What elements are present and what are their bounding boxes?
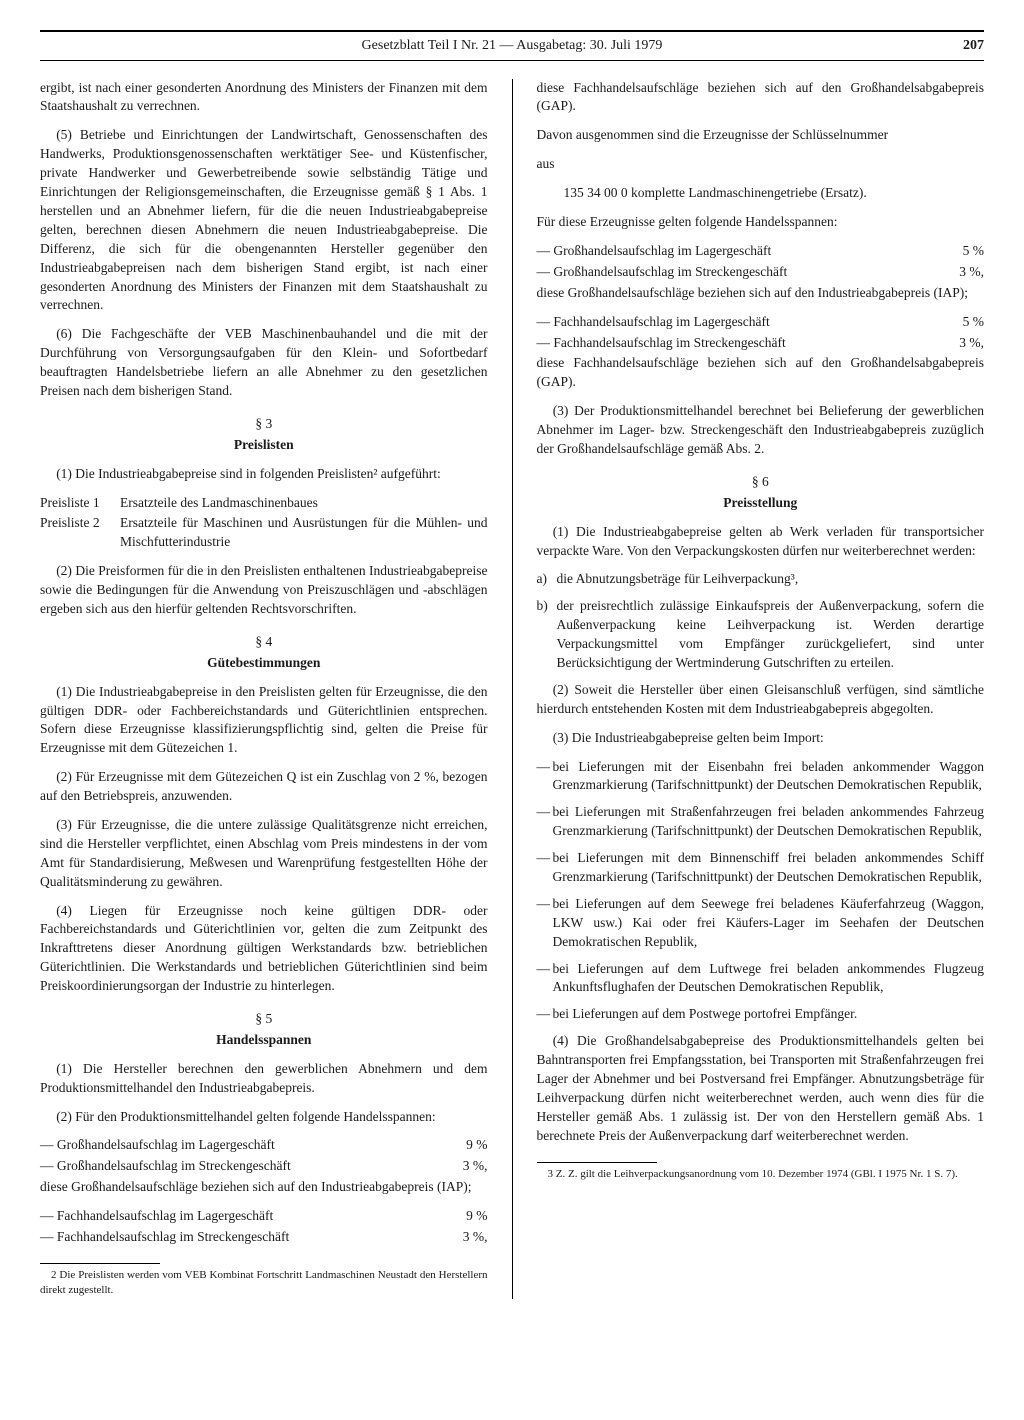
paragraph: Davon ausgenommen sind die Erzeugnisse d… xyxy=(537,126,985,145)
footnote-rule xyxy=(40,1263,160,1264)
dash-item: — bei Lieferungen mit dem Binnenschiff f… xyxy=(537,849,985,887)
dash-item: — bei Lieferungen mit Straßenfahrzeugen … xyxy=(537,803,985,841)
percent-value: 3 %, xyxy=(438,1228,488,1247)
percent-label: — Großhandelsaufschlag im Streckengeschä… xyxy=(537,263,935,282)
paragraph: (3) Der Produktionsmittelhandel berechne… xyxy=(537,402,985,459)
preisliste-body: Ersatzteile des Landmaschinenbaues xyxy=(120,494,488,513)
percent-label: — Fachhandelsaufschlag im Streckengeschä… xyxy=(537,334,935,353)
percent-row: — Fachhandelsaufschlag im Lagergeschäft … xyxy=(537,313,985,332)
preisliste-row: Preisliste 2 Ersatzteile für Maschinen u… xyxy=(40,514,488,552)
letter-marker: a) xyxy=(537,570,557,589)
dash-item: — bei Lieferungen auf dem Luftwege frei … xyxy=(537,960,985,998)
paragraph: diese Großhandelsaufschläge beziehen sic… xyxy=(537,284,985,303)
section-number: § 5 xyxy=(40,1010,488,1029)
percent-value: 5 % xyxy=(934,242,984,261)
preisliste-body: Ersatzteile für Maschinen und Ausrüstung… xyxy=(120,514,488,552)
paragraph: (1) Die Hersteller berechnen den gewerbl… xyxy=(40,1060,488,1098)
percent-row: — Großhandelsaufschlag im Lagergeschäft … xyxy=(537,242,985,261)
dash-body: bei Lieferungen auf dem Postwege portofr… xyxy=(553,1005,985,1024)
paragraph: diese Fachhandelsaufschläge beziehen sic… xyxy=(537,354,985,392)
paragraph: (1) Die Industrieabgabepreise in den Pre… xyxy=(40,683,488,759)
preisliste-label: Preisliste 1 xyxy=(40,494,120,513)
right-column: diese Fachhandelsaufschläge beziehen sic… xyxy=(537,79,985,1299)
letter-marker: b) xyxy=(537,597,557,673)
percent-row: — Fachhandelsaufschlag im Streckengeschä… xyxy=(40,1228,488,1247)
paragraph: (2) Für Erzeugnisse mit dem Gütezeichen … xyxy=(40,768,488,806)
footnote-rule xyxy=(537,1162,657,1163)
dash-marker: — xyxy=(537,758,553,796)
paragraph: (3) Die Industrieabgabepreise gelten bei… xyxy=(537,729,985,748)
left-column: ergibt, ist nach einer gesonderten Anord… xyxy=(40,79,488,1299)
percent-value: 3 %, xyxy=(934,263,984,282)
dash-body: bei Lieferungen auf dem Seewege frei bel… xyxy=(553,895,985,952)
section-title: Handelsspannen xyxy=(40,1031,488,1050)
paragraph: (2) Soweit die Hersteller über einen Gle… xyxy=(537,681,985,719)
section-title: Gütebestimmungen xyxy=(40,654,488,673)
paragraph: (2) Für den Produktionsmittelhandel gelt… xyxy=(40,1108,488,1127)
dash-marker: — xyxy=(537,849,553,887)
percent-value: 3 %, xyxy=(934,334,984,353)
dash-body: bei Lieferungen auf dem Luftwege frei be… xyxy=(553,960,985,998)
percent-label: — Großhandelsaufschlag im Streckengeschä… xyxy=(40,1157,438,1176)
paragraph: diese Großhandelsaufschläge beziehen sic… xyxy=(40,1178,488,1197)
paragraph: (4) Die Großhandelsabgabepreise des Prod… xyxy=(537,1032,985,1145)
percent-row: — Großhandelsaufschlag im Lagergeschäft … xyxy=(40,1136,488,1155)
dash-marker: — xyxy=(537,960,553,998)
percent-row: — Fachhandelsaufschlag im Streckengeschä… xyxy=(537,334,985,353)
footnote: 2 Die Preislisten werden vom VEB Kombina… xyxy=(40,1268,488,1299)
dash-marker: — xyxy=(537,803,553,841)
letter-item: a) die Abnutzungsbeträge für Leihverpack… xyxy=(537,570,985,589)
page-header: Gesetzblatt Teil I Nr. 21 — Ausgabetag: … xyxy=(40,30,984,61)
percent-row: — Fachhandelsaufschlag im Lagergeschäft … xyxy=(40,1207,488,1226)
paragraph: (3) Für Erzeugnisse, die die untere zulä… xyxy=(40,816,488,892)
column-divider xyxy=(512,79,513,1299)
letter-item: b) der preisrechtlich zulässige Einkaufs… xyxy=(537,597,985,673)
dash-marker: — xyxy=(537,1005,553,1024)
section-number: § 3 xyxy=(40,415,488,434)
paragraph: diese Fachhandelsaufschläge beziehen sic… xyxy=(537,79,985,117)
dash-body: bei Lieferungen mit der Eisenbahn frei b… xyxy=(553,758,985,796)
paragraph: Für diese Erzeugnisse gelten folgende Ha… xyxy=(537,213,985,232)
paragraph: 135 34 00 0 komplette Landmaschinengetri… xyxy=(564,184,985,203)
preisliste-label: Preisliste 2 xyxy=(40,514,120,552)
paragraph: (2) Die Preisformen für die in den Preis… xyxy=(40,562,488,619)
percent-label: — Großhandelsaufschlag im Lagergeschäft xyxy=(537,242,935,261)
paragraph: (1) Die Industrieabgabepreise sind in fo… xyxy=(40,465,488,484)
section-title: Preislisten xyxy=(40,436,488,455)
dash-item: — bei Lieferungen auf dem Seewege frei b… xyxy=(537,895,985,952)
percent-label: — Fachhandelsaufschlag im Lagergeschäft xyxy=(537,313,935,332)
header-text: Gesetzblatt Teil I Nr. 21 — Ausgabetag: … xyxy=(362,38,663,53)
paragraph: (5) Betriebe und Einrichtungen der Landw… xyxy=(40,126,488,315)
paragraph: (6) Die Fachgeschäfte der VEB Maschinenb… xyxy=(40,325,488,401)
letter-body: der preisrechtlich zulässige Einkaufspre… xyxy=(557,597,985,673)
dash-body: bei Lieferungen mit Straßenfahrzeugen fr… xyxy=(553,803,985,841)
percent-label: — Fachhandelsaufschlag im Streckengeschä… xyxy=(40,1228,438,1247)
percent-row: — Großhandelsaufschlag im Streckengeschä… xyxy=(537,263,985,282)
dash-item: — bei Lieferungen mit der Eisenbahn frei… xyxy=(537,758,985,796)
paragraph: ergibt, ist nach einer gesonderten Anord… xyxy=(40,79,488,117)
page-number: 207 xyxy=(963,36,984,56)
dash-marker: — xyxy=(537,895,553,952)
dash-body: bei Lieferungen mit dem Binnenschiff fre… xyxy=(553,849,985,887)
letter-body: die Abnutzungsbeträge für Leihverpackung… xyxy=(557,570,985,589)
percent-value: 9 % xyxy=(438,1136,488,1155)
percent-label: — Fachhandelsaufschlag im Lagergeschäft xyxy=(40,1207,438,1226)
section-title: Preisstellung xyxy=(537,494,985,513)
paragraph: (4) Liegen für Erzeugnisse noch keine gü… xyxy=(40,902,488,996)
percent-label: — Großhandelsaufschlag im Lagergeschäft xyxy=(40,1136,438,1155)
percent-value: 3 %, xyxy=(438,1157,488,1176)
percent-row: — Großhandelsaufschlag im Streckengeschä… xyxy=(40,1157,488,1176)
section-number: § 4 xyxy=(40,633,488,652)
footnote: 3 Z. Z. gilt die Leihverpackungsanordnun… xyxy=(537,1167,985,1182)
paragraph: (1) Die Industrieabgabepreise gelten ab … xyxy=(537,523,985,561)
preisliste-row: Preisliste 1 Ersatzteile des Landmaschin… xyxy=(40,494,488,513)
paragraph: aus xyxy=(537,155,985,174)
dash-item: — bei Lieferungen auf dem Postwege porto… xyxy=(537,1005,985,1024)
two-column-layout: ergibt, ist nach einer gesonderten Anord… xyxy=(40,79,984,1299)
percent-value: 5 % xyxy=(934,313,984,332)
section-number: § 6 xyxy=(537,473,985,492)
percent-value: 9 % xyxy=(438,1207,488,1226)
